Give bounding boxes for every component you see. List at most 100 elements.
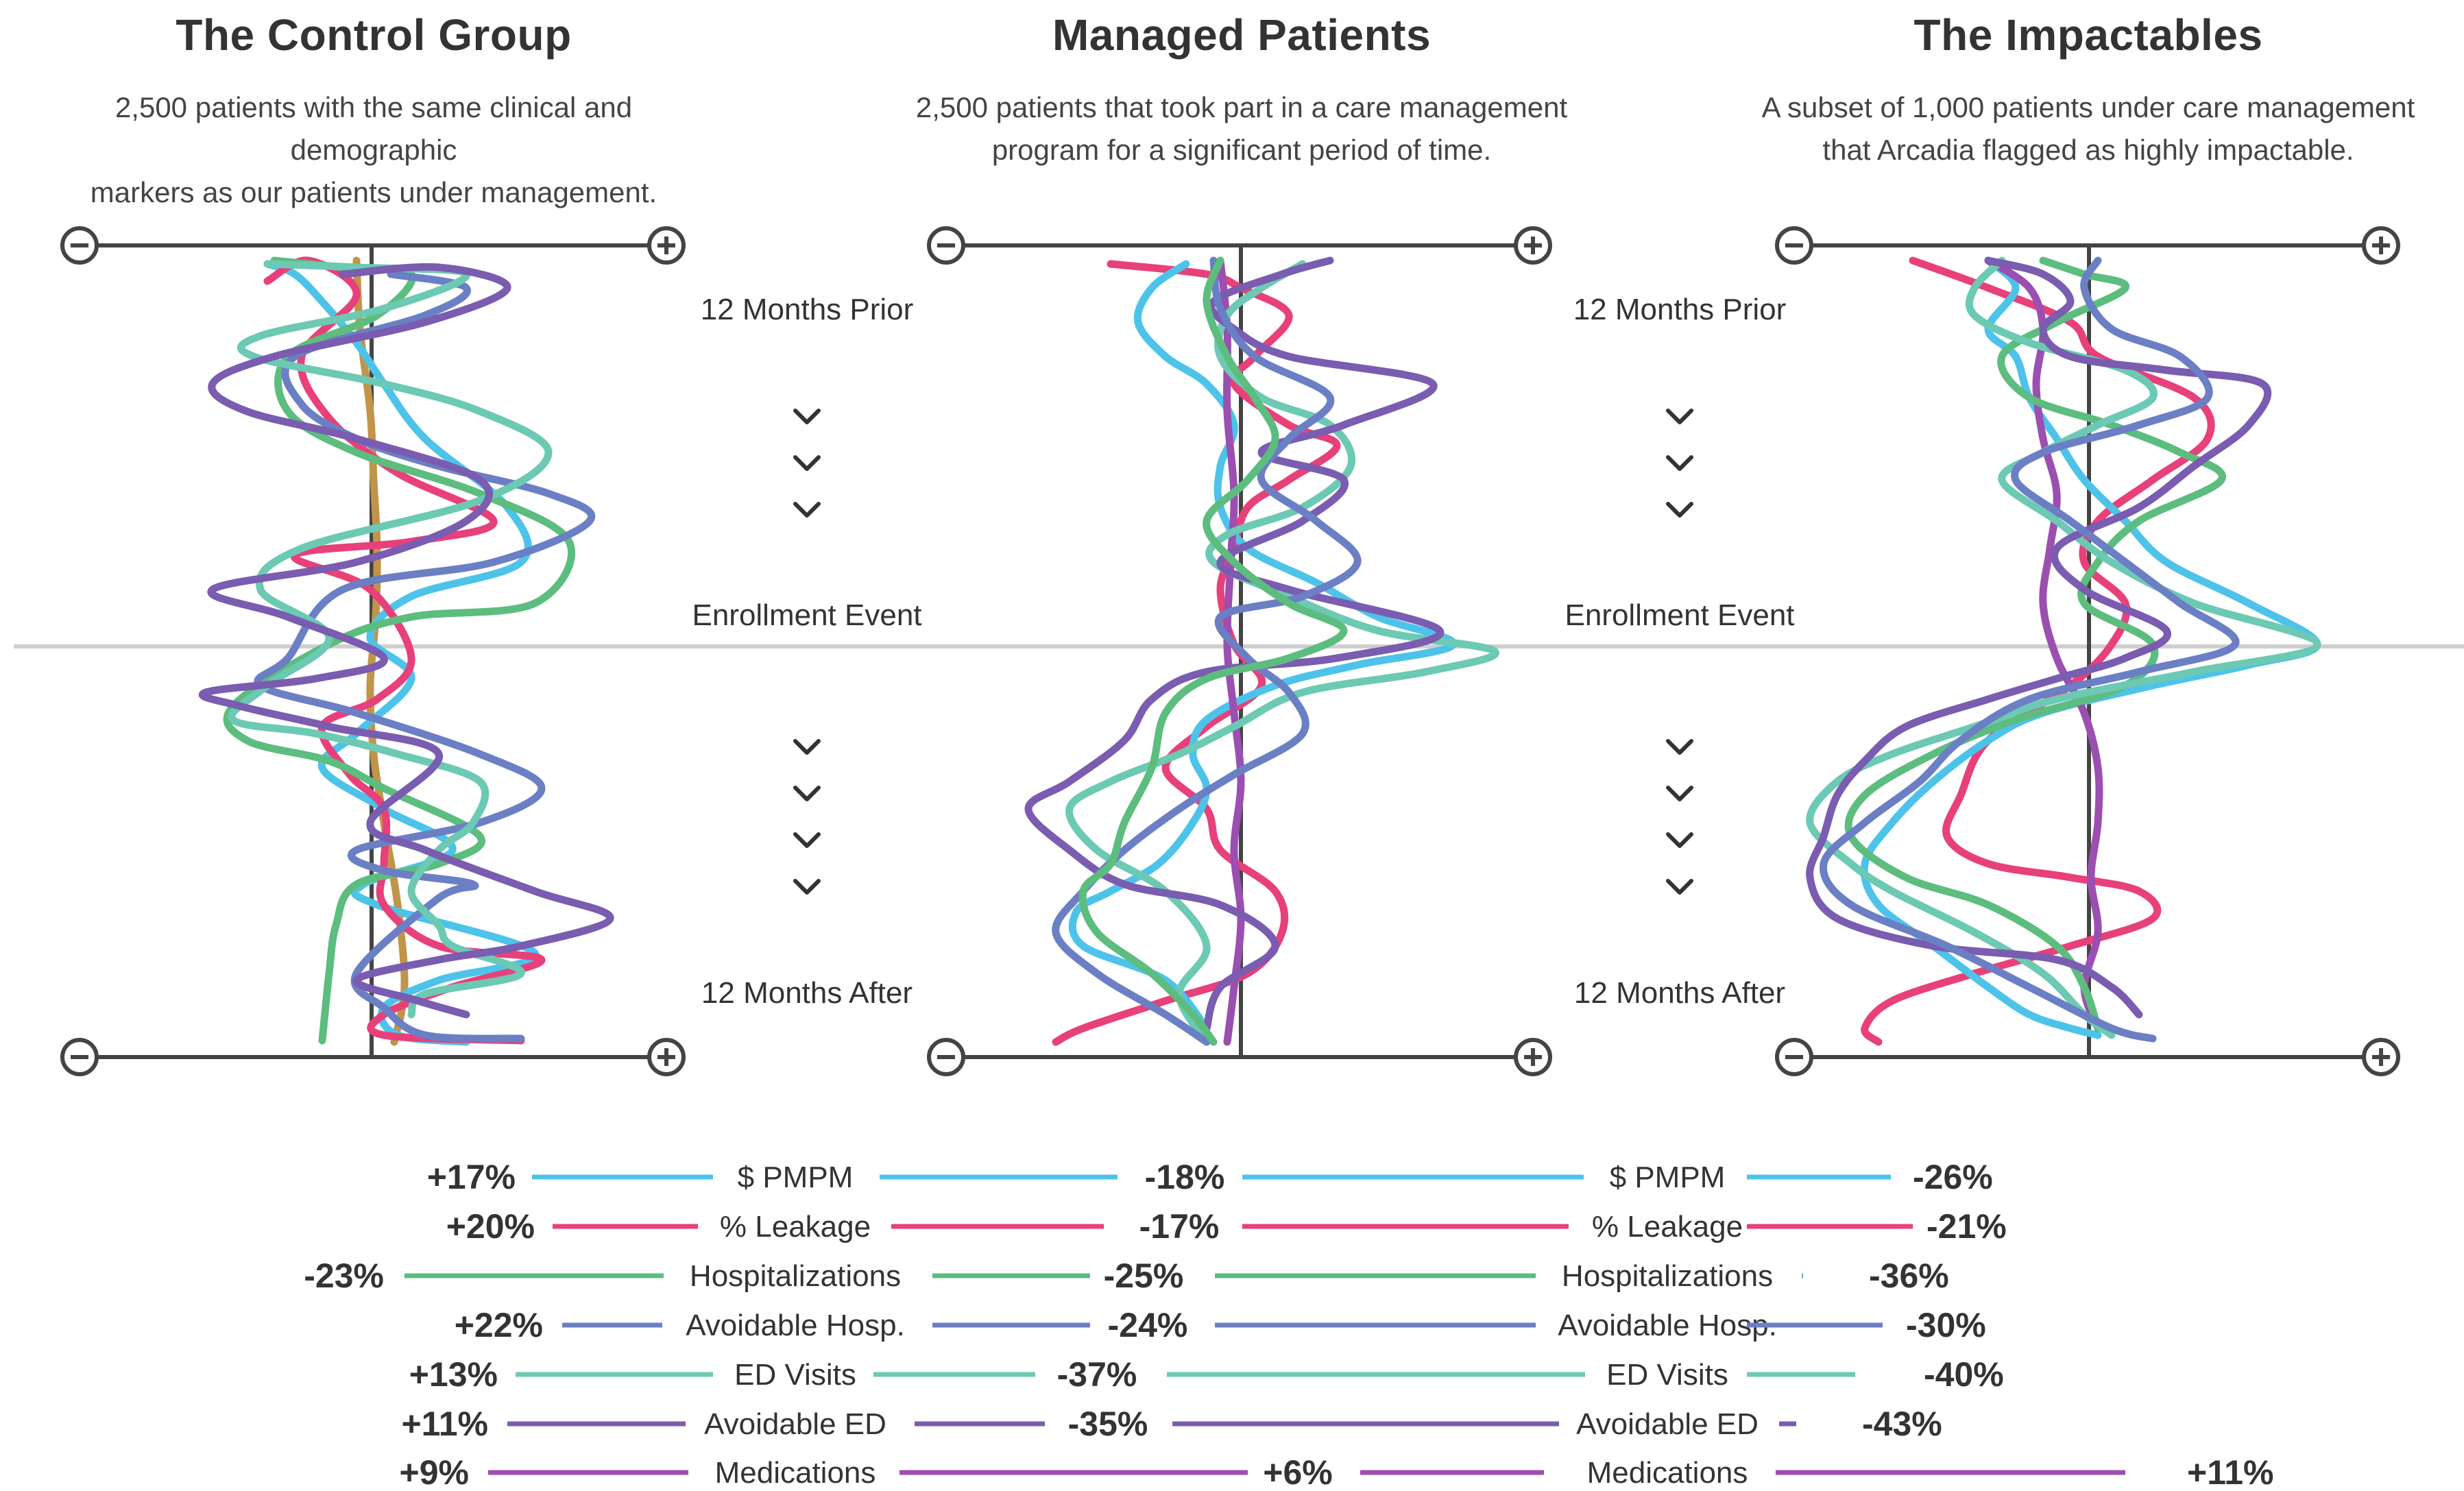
series-line-avoid-ed [1806,256,2272,1019]
minus-icon [60,226,99,265]
managed-change-value: -24% [1108,1306,1188,1344]
chevron-down-icon [793,455,821,471]
managed-change-value: +6% [1263,1453,1332,1491]
legend-row: -23% Hospitalizations -25% Hospitalizations… [304,1257,1948,1295]
panel-subtitle: 2,500 patients with the same clinical an… [31,86,716,214]
subtitle-line: 2,500 patients with the same clinical an… [114,91,633,166]
minus-icon [1775,226,1813,265]
legend-label: Hospitalizations [1562,1259,1773,1293]
legend-label: Avoidable ED [1576,1407,1759,1441]
control-change-value: +9% [400,1453,469,1491]
control-change-value: +11% [401,1405,488,1443]
chevron-down-icon [793,786,821,801]
control-change-value: +17% [427,1158,516,1196]
impactables-change-value: -21% [1926,1207,2007,1246]
legend-label: % Leakage [720,1210,871,1244]
series-line-avoid-ed [198,263,614,1019]
series-line-hosp [1844,256,2226,1032]
legend-label: ED Visits [1606,1358,1728,1392]
legend-row: +22% Avoidable Hosp. -24% Avoidable Hosp. -3… [455,1306,1986,1344]
minus-icon [1775,1038,1813,1076]
panel-title: The Control Group [176,10,572,60]
label-enrollment-event: Enrollment Event [692,598,922,632]
legend-label: Medications [715,1456,876,1490]
label-12-months-prior: 12 Months Prior [1573,293,1787,326]
panel-title: The Impactables [1913,10,2263,60]
series-line-pmpm [1068,260,1458,1032]
control-change-value: +22% [455,1306,543,1344]
impactables-change-value: -30% [1906,1306,1986,1344]
legend-label: Avoidable ED [704,1407,886,1441]
minus-icon [927,226,965,265]
legend-row: +11% Avoidable ED -35% Avoidable ED -43% [401,1405,1942,1443]
legend-label: Medications [1587,1456,1748,1490]
legend-row: +9% Medications +6% Medications +11% [400,1453,2274,1491]
managed-change-value: -18% [1145,1158,1225,1196]
label-12-months-after: 12 Months After [701,976,913,1010]
panel-header-impactables: The Impactables A subset of 1,000 patien… [1746,10,2431,171]
series-line-meds [1984,256,2103,1032]
subtitle-line: 2,500 patients that took part in a care … [915,91,1568,123]
legend-label: Hospitalizations [690,1259,901,1293]
plus-icon [2362,1038,2400,1076]
managed-change-value: -37% [1057,1355,1137,1394]
label-12-months-after: 12 Months After [1573,976,1786,1010]
panel-frame [1775,226,2400,1076]
series-line-leakage [263,256,546,1045]
legend-label: $ PMPM [738,1161,854,1194]
legend-row: +20% % Leakage -17% % Leakage -21% [446,1207,2007,1246]
panel-subtitle: A subset of 1,000 patients under care ma… [1746,86,2431,171]
impactables-change-value: -26% [1913,1158,1993,1196]
legend-row: +17% $ PMPM -18% $ PMPM -26% [427,1158,1993,1196]
series-line-avoid-hosp [1820,256,2240,1043]
legend-row: +13% ED Visits -37% ED Visits -40% [409,1355,2004,1394]
legend: +17% $ PMPM -18% $ PMPM -26% +20% % Leakage -17… [304,1158,2273,1491]
chevron-down-icon [1666,409,1693,424]
impactables-change-value: -40% [1924,1355,2004,1394]
series-line-avoid-ed [1024,256,1445,1032]
chevron-down-icon [793,879,821,895]
managed-change-value: -35% [1068,1405,1148,1443]
plus-icon [647,1038,686,1076]
chevron-group [793,409,1693,895]
subtitle-line: A subset of 1,000 patients under care ma… [1761,91,2415,123]
series-line-avoid-hosp [1052,256,1362,1046]
control-change-value: -23% [304,1257,384,1295]
subtitle-line: that Arcadia flagged as highly impactabl… [1822,134,2354,166]
chevron-down-icon [1666,786,1693,801]
chevron-down-icon [1666,455,1693,471]
series-line-hosp [223,256,576,1045]
series-line-hosp [1078,256,1348,1046]
series-lines [198,256,2321,1046]
subtitle-line: markers as our patients under management… [90,176,657,208]
series-line-ed [1065,260,1499,1046]
plus-icon [647,226,686,265]
series-line-ed [1806,256,2321,1039]
chevron-down-icon [793,832,821,848]
chevron-down-icon [1666,832,1693,848]
control-change-value: +20% [446,1207,535,1246]
panel-header-managed: Managed Patients 2,500 patients that too… [899,10,1584,171]
legend-label: ED Visits [734,1358,856,1392]
plus-icon [2362,226,2400,265]
panel-header-control: The Control Group 2,500 patients with th… [31,10,716,214]
subtitle-line: program for a significant period of time… [991,134,1492,166]
label-12-months-prior: 12 Months Prior [700,293,914,326]
legend-label: Avoidable Hosp. [686,1309,905,1342]
legend-label: Avoidable Hosp. [1558,1309,1777,1342]
chevron-down-icon [1666,879,1693,895]
chevron-down-icon [793,409,821,424]
chevron-down-icon [793,739,821,755]
chevron-down-icon [1666,739,1693,755]
plus-icon [1514,226,1552,265]
panel-subtitle: 2,500 patients that took part in a care … [899,86,1584,171]
impactables-change-value: -43% [1862,1405,1942,1443]
legend-label: $ PMPM [1610,1161,1726,1194]
minus-icon [60,1038,99,1076]
chevron-down-icon [793,502,821,518]
series-line-ed [228,260,553,1019]
impactables-change-value: +11% [2187,1453,2274,1491]
panel-title: Managed Patients [1052,10,1432,60]
control-change-value: +13% [409,1355,498,1394]
